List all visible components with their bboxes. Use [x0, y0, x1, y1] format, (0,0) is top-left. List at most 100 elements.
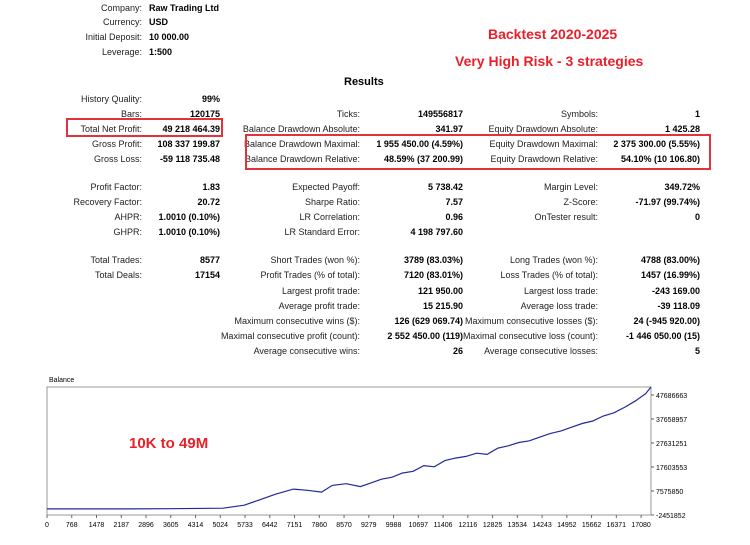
currency-value: USD: [149, 17, 169, 27]
x-tick-label: 1478: [89, 522, 105, 529]
sharpe-value: 7.57: [445, 197, 463, 207]
y-tick-label: 17603553: [656, 465, 687, 472]
x-tick-label: 11406: [434, 522, 453, 529]
x-tick-label: 6442: [262, 522, 278, 529]
bal-dd-abs-label: Balance Drawdown Absolute:: [242, 124, 360, 134]
ahpr-label: AHPR:: [114, 212, 142, 222]
chart-annotation: 10K to 49M: [129, 435, 209, 452]
bal-dd-max-label: Balance Drawdown Maximal:: [243, 139, 360, 149]
symbols-label: Symbols:: [560, 109, 598, 119]
deposit-value: 10 000.00: [149, 32, 190, 42]
symbols-value: 1: [694, 109, 700, 119]
profit-trades-value: 7120 (83.01%): [403, 270, 463, 280]
max-consec-wins-value: 126 (629 069.74): [394, 316, 463, 326]
balance-line: [47, 386, 652, 510]
x-tick-label: 15662: [582, 522, 602, 529]
avg-loss-label: Average loss trade:: [520, 301, 598, 311]
leverage-value: 1:500: [149, 47, 173, 57]
ontester-label: OnTester result:: [534, 212, 598, 222]
ghpr-label: GHPR:: [113, 227, 142, 237]
banner-line1: Backtest 2020-2025: [488, 26, 618, 42]
bars-label: Bars:: [120, 109, 142, 119]
avg-profit-value: 15 215.90: [422, 301, 463, 311]
y-tick-label: 27631251: [656, 441, 687, 448]
x-tick-label: 14952: [557, 522, 577, 529]
total-net-profit-label: Total Net Profit:: [80, 124, 142, 134]
max-consec-losses-value: 24 (-945 920.00): [633, 316, 700, 326]
total-deals-label: Total Deals:: [94, 270, 142, 280]
currency-label: Currency:: [102, 17, 142, 27]
bal-dd-rel-label: Balance Drawdown Relative:: [244, 154, 360, 164]
gross-loss-value: -59 118 735.48: [159, 154, 220, 164]
total-trades-label: Total Trades:: [90, 255, 142, 265]
net-profit-highlight: [66, 118, 223, 137]
total-deals-value: 17154: [194, 270, 220, 280]
y-tick-label: 47686663: [656, 393, 687, 400]
largest-loss-value: -243 169.00: [651, 286, 700, 296]
recovery-factor-label: Recovery Factor:: [73, 197, 142, 207]
x-tick-label: 16371: [607, 522, 627, 529]
lr-corr-label: LR Correlation:: [299, 212, 360, 222]
chart-title: Balance: [49, 377, 75, 384]
y-tick-label: 37658957: [656, 417, 687, 424]
company-value: Raw Trading Ltd: [149, 3, 220, 13]
x-tick-label: 2187: [113, 522, 129, 529]
profit-factor-label: Profit Factor:: [90, 182, 142, 192]
x-tick-label: 9279: [361, 522, 377, 529]
sharpe-label: Sharpe Ratio:: [304, 197, 360, 207]
x-tick-label: 12825: [483, 522, 503, 529]
balance-chart-svg: 47686663 37658957 27631251 17603553 7575850 -…: [45, 386, 687, 529]
x-tick-label: 13534: [508, 522, 528, 529]
deposit-label: Initial Deposit:: [85, 32, 142, 42]
largest-profit-label: Largest profit trade:: [281, 286, 360, 296]
x-tick-label: 3605: [163, 522, 179, 529]
eq-dd-max-label: Equity Drawdown Maximal:: [489, 139, 598, 149]
gross-profit-value: 108 337 199.87: [157, 139, 220, 149]
largest-loss-label: Largest loss trade:: [523, 286, 598, 296]
avg-consec-losses-value: 5: [694, 346, 700, 356]
margin-level-label: Margin Level:: [543, 182, 598, 192]
x-tick-label: 9988: [386, 522, 402, 529]
x-tick-label: 10697: [409, 522, 429, 529]
eq-dd-max-value: 2 375 300.00 (5.55%): [613, 139, 700, 149]
max-consec-profit-value: 2 552 450.00 (119): [387, 331, 463, 341]
recovery-factor-value: 20.72: [197, 197, 220, 207]
x-tick-label: 5733: [237, 522, 253, 529]
ticks-value: 149556817: [417, 109, 463, 119]
max-consec-losses-label: Maximum consecutive losses ($):: [464, 316, 598, 326]
x-tick-label: 0: [45, 522, 49, 529]
expected-payoff-value: 5 738.42: [427, 182, 463, 192]
avg-consec-wins-value: 26: [452, 346, 463, 356]
profit-trades-label: Profit Trades (% of total):: [260, 270, 360, 280]
expected-payoff-label: Expected Payoff:: [292, 182, 360, 192]
eq-dd-abs-label: Equity Drawdown Absolute:: [488, 124, 598, 134]
largest-profit-value: 121 950.00: [417, 286, 463, 296]
leverage-label: Leverage:: [101, 47, 142, 57]
z-score-value: -71.97 (99.74%): [635, 197, 700, 207]
margin-level-value: 349.72%: [664, 182, 700, 192]
ahpr-value: 1.0010 (0.10%): [158, 212, 220, 222]
total-net-profit-value: 49 218 464.39: [162, 124, 220, 134]
bal-dd-max-value: 1 955 450.00 (4.59%): [376, 139, 463, 149]
max-consec-loss-value: -1 446 050.00 (15): [625, 331, 700, 341]
avg-consec-losses-label: Average consecutive losses:: [484, 346, 598, 356]
eq-dd-rel-label: Equity Drawdown Relative:: [490, 154, 598, 164]
total-trades-value: 8577: [199, 255, 220, 265]
z-score-label: Z-Score:: [563, 197, 598, 207]
x-tick-label: 2896: [138, 522, 154, 529]
history-quality-label: History Quality:: [80, 94, 142, 104]
max-consec-wins-label: Maximum consecutive wins ($):: [234, 316, 360, 326]
x-tick-label: 12116: [458, 522, 477, 529]
drawdown-highlight: [245, 134, 711, 170]
history-quality-value: 99%: [201, 94, 220, 104]
eq-dd-abs-value: 1 425.28: [664, 124, 700, 134]
eq-dd-rel-value: 54.10% (10 106.80): [620, 154, 700, 164]
ghpr-value: 1.0010 (0.10%): [158, 227, 220, 237]
ticks-label: Ticks:: [336, 109, 360, 119]
y-tick-label: -2451852: [656, 513, 686, 520]
avg-consec-wins-label: Average consecutive wins:: [253, 346, 360, 356]
bars-value: 120175: [189, 109, 220, 119]
profit-factor-value: 1.83: [202, 182, 220, 192]
y-tick-label: 7575850: [656, 489, 683, 496]
loss-trades-label: Loss Trades (% of total):: [500, 270, 598, 280]
